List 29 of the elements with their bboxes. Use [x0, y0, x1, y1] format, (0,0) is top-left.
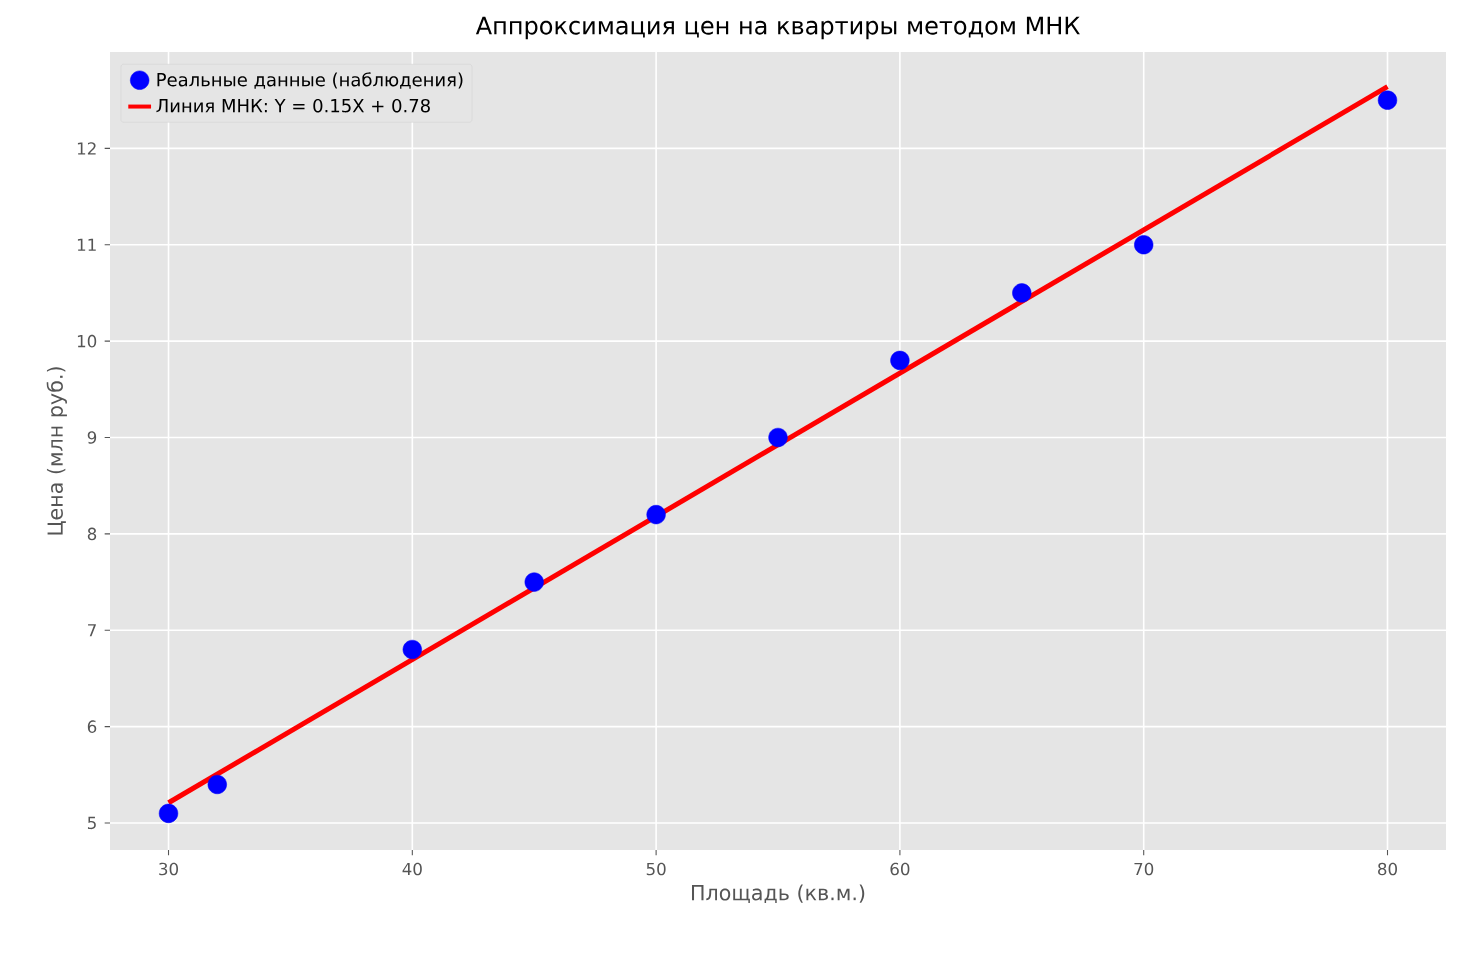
point — [158, 803, 179, 823]
x-tick-label: 60 — [890, 862, 910, 876]
y-tick-label: 8 — [87, 527, 97, 541]
point — [646, 505, 666, 525]
y-axis-title: Цена (млн руб.) — [46, 367, 67, 535]
legend-label: Линия МНК: Y = 0.15X + 0.78 — [156, 98, 430, 113]
point — [1377, 90, 1398, 110]
point — [890, 350, 910, 371]
y-tick-label: 6 — [87, 720, 97, 733]
y-tick-label: 7 — [88, 624, 96, 637]
x-axis-title: Площадь (кв.м.) — [692, 884, 865, 904]
x-tick-label: 70 — [1134, 862, 1154, 876]
point — [1012, 283, 1032, 303]
chart-title: Аппроксимация цен на квартиры методом МНК — [475, 16, 1080, 40]
point — [524, 572, 544, 592]
legend-label: Реальные данные (наблюдения) — [157, 72, 463, 89]
point — [768, 427, 788, 448]
y-tick-label: 11 — [77, 238, 96, 251]
point — [1134, 235, 1154, 255]
x-tick-label: 40 — [402, 862, 422, 876]
x-tick-label: 30 — [159, 862, 179, 876]
point — [207, 774, 227, 795]
y-tick-label: 9 — [87, 431, 97, 444]
y-tick-label: 5 — [87, 816, 96, 830]
y-tick-label: 12 — [77, 142, 96, 155]
y-tick-label: 10 — [77, 334, 97, 348]
point — [402, 639, 422, 660]
x-tick-label: 50 — [646, 862, 666, 876]
x-tick-label: 80 — [1378, 862, 1397, 876]
